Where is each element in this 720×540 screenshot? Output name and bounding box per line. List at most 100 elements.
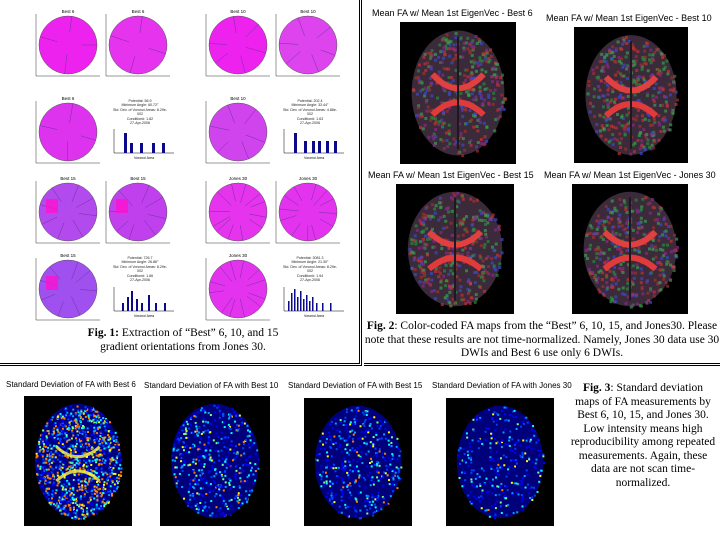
voxel bbox=[620, 84, 624, 88]
voxel bbox=[652, 290, 656, 294]
voxel bbox=[89, 409, 92, 412]
voxel bbox=[434, 270, 438, 274]
voxel bbox=[520, 500, 523, 503]
voxel bbox=[112, 485, 115, 488]
voxel bbox=[234, 497, 237, 500]
voxel bbox=[80, 409, 83, 412]
voxel bbox=[472, 45, 476, 49]
voxel bbox=[623, 128, 627, 132]
voxel bbox=[348, 435, 351, 438]
voxel bbox=[650, 57, 654, 61]
voxel bbox=[47, 468, 50, 471]
voxel bbox=[364, 431, 367, 434]
voxel bbox=[315, 458, 318, 461]
hist-xlabel: Voronoi Area bbox=[134, 314, 154, 318]
voxel bbox=[115, 482, 118, 485]
voxel bbox=[225, 436, 228, 439]
voxel bbox=[591, 235, 595, 239]
voxel bbox=[72, 451, 75, 454]
voxel bbox=[465, 432, 468, 435]
voxel bbox=[237, 507, 240, 510]
voxel bbox=[503, 98, 507, 102]
voxel bbox=[451, 79, 455, 83]
voxel bbox=[75, 465, 78, 468]
voxel bbox=[480, 467, 483, 470]
voxel bbox=[492, 420, 495, 423]
voxel bbox=[455, 275, 459, 279]
voxel bbox=[224, 474, 227, 477]
voxel bbox=[193, 477, 196, 480]
voxel bbox=[542, 453, 545, 456]
voxel bbox=[340, 450, 343, 453]
voxel bbox=[197, 511, 200, 514]
voxel bbox=[490, 437, 493, 440]
voxel bbox=[59, 466, 62, 469]
voxel bbox=[233, 410, 236, 413]
voxel bbox=[341, 479, 344, 482]
voxel bbox=[70, 461, 73, 464]
voxel bbox=[482, 245, 486, 249]
voxel bbox=[631, 209, 635, 213]
voxel bbox=[344, 503, 347, 506]
voxel bbox=[648, 124, 652, 128]
voxel bbox=[73, 509, 76, 512]
voxel bbox=[487, 427, 490, 430]
voxel bbox=[369, 417, 372, 420]
voxel bbox=[349, 449, 352, 452]
voxel bbox=[531, 460, 534, 463]
voxel bbox=[652, 226, 656, 230]
voxel bbox=[661, 272, 665, 276]
voxel bbox=[66, 467, 69, 470]
voxel bbox=[472, 59, 476, 63]
voxel bbox=[228, 483, 231, 486]
voxel bbox=[632, 150, 636, 154]
voxel bbox=[57, 433, 60, 436]
voxel bbox=[661, 125, 665, 129]
voxel bbox=[74, 458, 77, 461]
voxel bbox=[610, 51, 614, 55]
voxel bbox=[347, 459, 350, 462]
voxel bbox=[172, 468, 175, 471]
voxel bbox=[363, 413, 366, 416]
voxel bbox=[520, 486, 523, 489]
voxel bbox=[511, 438, 514, 441]
voxel bbox=[656, 47, 660, 51]
voxel bbox=[205, 454, 208, 457]
voxel bbox=[494, 507, 497, 510]
voxel bbox=[359, 491, 362, 494]
voxel bbox=[100, 439, 103, 442]
voxel bbox=[366, 508, 369, 511]
voxel bbox=[208, 437, 211, 440]
stats-best10: Potential: 202.4 Minimum Angle: 33.44° Std… bbox=[282, 99, 338, 126]
voxel bbox=[457, 122, 461, 126]
voxel bbox=[614, 276, 618, 280]
voxel bbox=[316, 459, 319, 462]
voxel bbox=[536, 449, 539, 452]
voxel bbox=[389, 463, 392, 466]
voxel bbox=[364, 486, 367, 489]
voxel bbox=[74, 447, 77, 450]
voxel bbox=[352, 433, 355, 436]
voxel bbox=[432, 289, 436, 293]
voxel bbox=[369, 507, 372, 510]
voxel bbox=[497, 228, 501, 232]
voxel bbox=[657, 239, 661, 243]
voxel bbox=[49, 453, 52, 456]
voxel bbox=[649, 61, 653, 65]
voxel bbox=[651, 98, 655, 102]
voxel bbox=[605, 63, 609, 67]
voxel bbox=[45, 436, 48, 439]
voxel bbox=[483, 219, 487, 223]
voxel bbox=[499, 505, 502, 508]
voxel bbox=[106, 501, 109, 504]
voxel bbox=[600, 234, 604, 238]
voxel bbox=[114, 472, 117, 475]
voxel bbox=[87, 439, 90, 442]
voxel bbox=[617, 221, 621, 225]
sd-map-title-best15: Standard Deviation of FA with Best 15 bbox=[288, 381, 423, 390]
voxel bbox=[196, 503, 199, 506]
voxel bbox=[588, 101, 592, 105]
voxel bbox=[235, 452, 238, 455]
voxel bbox=[354, 479, 357, 482]
voxel bbox=[615, 112, 619, 116]
